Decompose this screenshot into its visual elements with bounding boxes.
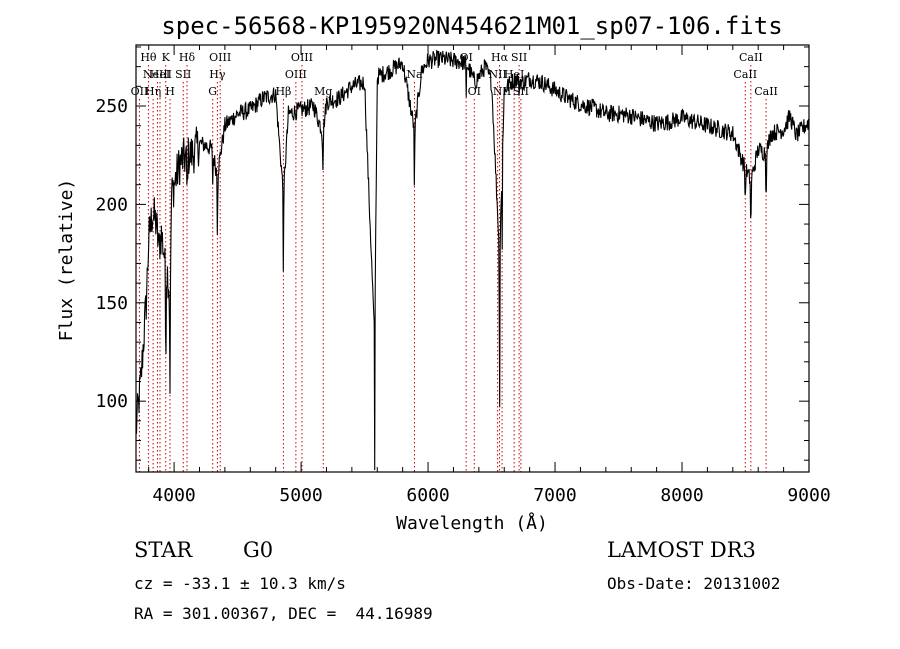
observation-date: Obs-Date: 20131002 [607, 574, 781, 593]
x-ticks: 4000 5000 6000 7000 8000 9000 [148, 45, 831, 506]
survey-name: LAMOST DR3 [607, 538, 756, 562]
marker-label: SII [511, 51, 527, 64]
marker-label: Mg [314, 85, 332, 98]
marker-labels: OIIHθHηNeIIIHeIKHSIIHδGHγOIIIHβOIIIOIIIM… [131, 51, 778, 98]
marker-label: OIII [209, 51, 231, 64]
marker-label: G [208, 85, 217, 98]
y-ticks: 100 150 200 250 [95, 46, 809, 461]
marker-label: NII [488, 68, 506, 81]
marker-label: K [162, 51, 171, 64]
x-tick-label: 9000 [787, 485, 830, 506]
marker-label: OIII [285, 68, 307, 81]
marker-label: Na [406, 68, 423, 81]
x-tick-label: 5000 [279, 485, 322, 506]
marker-label: Hη [145, 85, 161, 98]
y-tick-label: 200 [95, 194, 128, 215]
y-tick-label: 150 [95, 293, 128, 314]
marker-label: H [165, 85, 175, 98]
x-tick-label: 6000 [406, 485, 449, 506]
x-tick-label: 8000 [660, 485, 703, 506]
object-class: STAR [134, 538, 193, 562]
marker-label: OII [131, 85, 149, 98]
x-axis-label: Wavelength (Å) [396, 512, 548, 534]
x-tick-label: 7000 [533, 485, 576, 506]
marker-label: OI [468, 85, 481, 98]
coordinates: RA = 301.00367, DEC = 44.16989 [134, 604, 433, 623]
x-tick-label: 4000 [152, 485, 195, 506]
marker-label: Hβ [275, 85, 291, 98]
plot-frame [135, 44, 810, 473]
marker-label: Hθ [140, 51, 157, 64]
marker-label: HeI [150, 68, 170, 81]
chart-title: spec-56568-KP195920N454621M01_sp07-106.f… [161, 12, 782, 40]
marker-label: CaII [739, 51, 763, 64]
marker-label: SII [175, 68, 191, 81]
marker-label: Hγ [209, 68, 226, 81]
y-tick-label: 250 [95, 96, 128, 117]
redshift-cz: cz = -33.1 ± 10.3 km/s [134, 574, 346, 593]
marker-label: SII [513, 85, 529, 98]
marker-label: CaII [754, 85, 778, 98]
spectrum-line [135, 49, 810, 471]
marker-label: NeIII [143, 68, 172, 81]
marker-label: CaII [733, 68, 757, 81]
marker-label: OIII [291, 51, 313, 64]
y-axis-label: Flux (relative) [56, 179, 77, 342]
y-tick-label: 100 [95, 391, 128, 412]
object-subclass: G0 [243, 538, 274, 562]
marker-label: Hδ [179, 51, 196, 64]
marker-label: Hα [491, 51, 509, 64]
